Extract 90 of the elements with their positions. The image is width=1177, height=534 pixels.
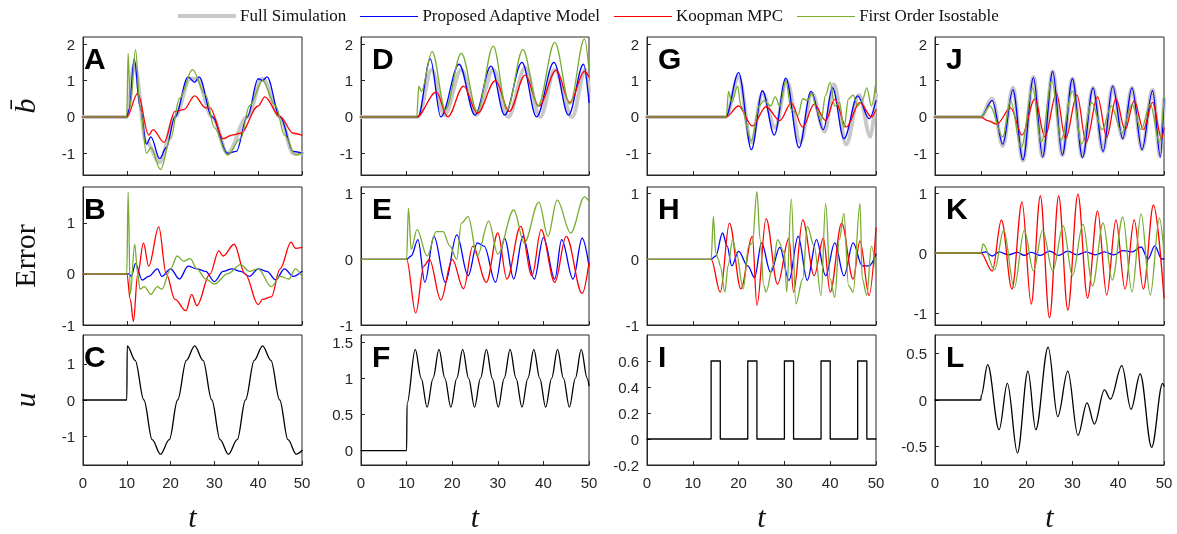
annotation: G — [658, 41, 682, 75]
annotation: H — [658, 191, 680, 225]
y-tick-label: 0 — [918, 108, 927, 126]
y-tick-label: 1 — [344, 185, 353, 203]
y-tick-label: 2 — [66, 35, 75, 53]
legend-label: Proposed Adaptive Model — [422, 6, 600, 26]
y-tick-label: 1 — [66, 355, 75, 373]
y-tick-label: 1 — [918, 184, 927, 202]
y-tick-label: 0 — [344, 108, 353, 126]
x-tick-label: 20 — [162, 474, 179, 491]
legend-label: Full Simulation — [240, 6, 347, 26]
y-tick-label: 2 — [918, 35, 927, 53]
x-tick-label: 30 — [1064, 474, 1081, 491]
annotation: E — [372, 191, 393, 225]
x-tick-label: 50 — [867, 474, 885, 491]
y-tick-label: -1 — [61, 144, 75, 162]
y-tick-label: 1 — [630, 72, 639, 90]
legend-label: First Order Isostable — [859, 6, 999, 26]
y-tick-label: -1 — [61, 316, 75, 334]
annotation: I — [658, 339, 667, 373]
y-tick-label: 0 — [66, 391, 75, 409]
y-tick-label: -0.2 — [613, 456, 639, 474]
y-tick-label: 0.5 — [906, 345, 927, 363]
y-tick-label: 1 — [918, 72, 927, 90]
y-axis-title: b̄ — [7, 98, 41, 114]
x-tick-label: 10 — [118, 474, 136, 491]
annotation: L — [946, 339, 965, 373]
x-tick-label: 40 — [1109, 474, 1127, 491]
x-tick-label: 0 — [356, 474, 366, 491]
y-tick-label: 0.2 — [618, 404, 639, 422]
x-axis-title: t — [1045, 499, 1055, 533]
y-tick-label: 0 — [66, 265, 75, 283]
y-tick-label: 2 — [344, 35, 353, 53]
y-axis-title: u — [7, 392, 41, 408]
y-tick-label: -1 — [913, 304, 927, 322]
x-tick-label: 10 — [684, 474, 702, 491]
annotation: A — [84, 41, 106, 75]
y-tick-label: -1 — [913, 144, 927, 162]
y-tick-label: -1 — [339, 144, 353, 162]
x-tick-label: 40 — [249, 474, 267, 491]
annotation: F — [372, 339, 391, 373]
y-axis-title: Error — [7, 224, 41, 288]
y-tick-label: 0.4 — [618, 378, 639, 396]
x-tick-label: 20 — [730, 474, 747, 491]
y-tick-label: 2 — [630, 35, 639, 53]
y-tick-label: 1 — [630, 185, 639, 203]
y-tick-label: 0 — [918, 244, 927, 262]
y-tick-label: 0 — [344, 442, 353, 460]
y-tick-label: 0.5 — [332, 405, 353, 423]
x-tick-label: 20 — [1018, 474, 1035, 491]
annotation: K — [946, 191, 968, 225]
y-tick-label: -1 — [61, 427, 75, 445]
y-tick-label: 0 — [630, 250, 639, 268]
x-tick-label: 0 — [78, 474, 88, 491]
x-tick-label: 50 — [580, 474, 598, 491]
x-tick-label: 40 — [535, 474, 552, 491]
x-axis-title: t — [470, 499, 480, 533]
y-tick-label: 0 — [630, 108, 639, 126]
x-tick-label: 0 — [930, 474, 940, 491]
y-tick-label: -1 — [339, 316, 353, 334]
annotation: J — [946, 41, 963, 75]
y-tick-label: 0 — [918, 391, 927, 409]
x-tick-label: 30 — [489, 474, 507, 491]
x-tick-label: 0 — [642, 474, 652, 491]
y-tick-label: -1 — [625, 316, 639, 334]
y-tick-label: 0 — [66, 108, 75, 126]
annotation: C — [84, 339, 106, 373]
x-tick-label: 30 — [206, 474, 223, 491]
x-tick-label: 10 — [972, 474, 990, 491]
y-tick-label: 1.5 — [332, 333, 353, 351]
y-tick-label: 1 — [66, 72, 75, 90]
annotation: B — [84, 191, 106, 225]
x-tick-label: 10 — [398, 474, 415, 491]
legend-label: Koopman MPC — [675, 6, 784, 26]
y-tick-label: 0 — [344, 250, 353, 268]
x-tick-label: 20 — [443, 474, 461, 491]
y-tick-label: 1 — [344, 72, 353, 90]
y-tick-label: 0.6 — [618, 352, 639, 370]
y-tick-label: 1 — [66, 214, 75, 232]
x-tick-label: 40 — [821, 474, 839, 491]
x-tick-label: 30 — [776, 474, 793, 491]
x-tick-label: 50 — [1155, 474, 1173, 491]
annotation: D — [372, 41, 394, 75]
y-tick-label: -0.5 — [901, 437, 927, 455]
x-axis-title: t — [188, 499, 198, 533]
y-tick-label: 1 — [344, 369, 353, 387]
x-axis-title: t — [757, 499, 767, 533]
y-tick-label: 0 — [630, 430, 639, 448]
y-tick-label: -1 — [625, 144, 639, 162]
x-tick-label: 50 — [293, 474, 311, 491]
